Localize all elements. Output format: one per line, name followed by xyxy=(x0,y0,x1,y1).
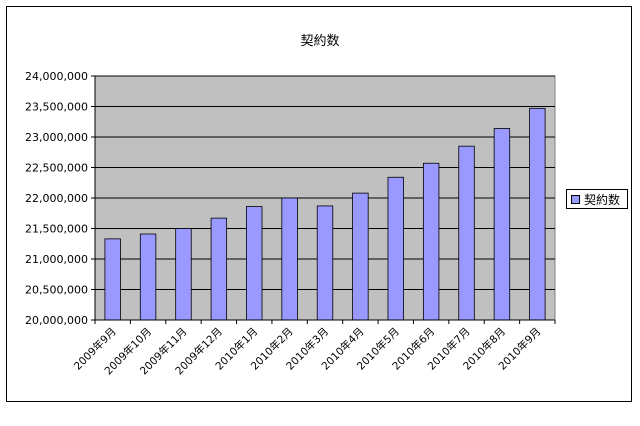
y-axis-ticks: 20,000,000 20,500,000 21,000,000 21,500,000… xyxy=(25,70,95,327)
chart-title: 契約数 xyxy=(300,34,340,49)
y-tick-label: 22,500,000 xyxy=(25,162,88,175)
bar xyxy=(246,206,263,321)
bar xyxy=(175,228,192,321)
legend-label: 契約数 xyxy=(584,192,621,207)
bar xyxy=(529,107,546,321)
bar xyxy=(104,238,121,321)
bar xyxy=(139,233,157,321)
bar-series xyxy=(104,107,546,321)
legend-swatch xyxy=(571,194,580,204)
x-axis-ticks: 2009年9月2009年10月2009年11月2009年12月2010年1月20… xyxy=(71,320,556,377)
y-tick-label: 21,000,000 xyxy=(25,253,88,266)
bar xyxy=(352,192,369,321)
y-tick-label: 21,500,000 xyxy=(25,223,88,236)
legend: 契約数 xyxy=(566,189,628,209)
y-tick-label: 20,500,000 xyxy=(25,284,88,297)
bar xyxy=(281,197,298,321)
y-tick-label: 22,000,000 xyxy=(25,192,88,205)
bar xyxy=(210,217,228,321)
y-tick-label: 24,000,000 xyxy=(25,70,88,83)
bar xyxy=(387,176,404,321)
y-tick-label: 20,000,000 xyxy=(25,314,88,327)
bar xyxy=(422,162,440,321)
y-tick-label: 23,000,000 xyxy=(25,131,88,144)
bar xyxy=(458,145,475,321)
bar xyxy=(493,128,511,321)
bar xyxy=(316,205,334,321)
y-tick-label: 23,500,000 xyxy=(25,101,88,114)
